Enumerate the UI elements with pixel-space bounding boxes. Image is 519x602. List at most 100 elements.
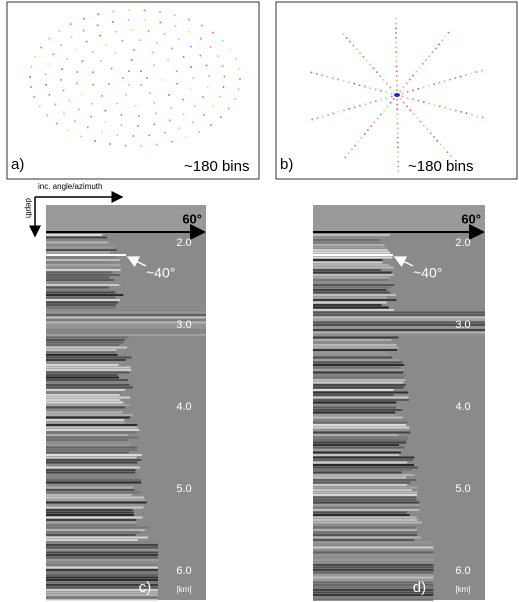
- annotation-arrow: [126, 256, 147, 268]
- bin-dot: [406, 105, 409, 108]
- reflector: [313, 371, 404, 374]
- reflector: [313, 536, 421, 539]
- bin-dot: [395, 60, 398, 63]
- reflector: [46, 499, 146, 501]
- reflector: [46, 466, 140, 469]
- reflector: [313, 354, 392, 356]
- bin-dot: [449, 78, 452, 81]
- reflector: [313, 386, 404, 389]
- bin-dot: [406, 96, 409, 99]
- reflector: [313, 314, 485, 316]
- bin-dot: [395, 55, 398, 58]
- reflector: [313, 461, 407, 464]
- bin-dot: [364, 103, 367, 106]
- reflector: [46, 526, 150, 529]
- bin-dot: [100, 94, 103, 97]
- reflector: [46, 296, 115, 299]
- reflector: [46, 491, 141, 494]
- panel-label: d): [413, 579, 426, 596]
- bin-dot: [97, 13, 100, 16]
- reflector: [313, 559, 434, 561]
- bin-dot: [360, 136, 363, 139]
- bin-dot: [237, 88, 240, 91]
- bin-dot: [140, 83, 142, 86]
- reflector: [46, 459, 142, 461]
- reflector: [313, 496, 416, 499]
- bin-dot: [34, 55, 37, 58]
- bin-dot: [134, 104, 137, 107]
- bin-dot: [138, 39, 141, 42]
- bin-dot: [77, 108, 80, 111]
- reflector: [313, 381, 404, 384]
- depth-label: 3.0: [455, 319, 470, 331]
- reflector: [313, 594, 434, 596]
- bin-dot: [120, 124, 123, 127]
- reflector: [313, 554, 434, 556]
- reflector: [46, 434, 128, 436]
- bin-dot: [444, 106, 447, 109]
- bin-dot: [29, 75, 32, 78]
- bin-dot: [174, 25, 177, 28]
- reflector: [313, 296, 387, 299]
- reflector: [46, 309, 116, 311]
- bin-dot: [327, 113, 330, 116]
- reflector: [46, 539, 138, 541]
- bin-dot: [44, 73, 47, 76]
- bin-dot: [434, 47, 437, 50]
- reflector: [313, 494, 417, 496]
- bin-dot: [396, 146, 399, 149]
- reflector: [313, 289, 387, 291]
- reflector: [46, 464, 136, 466]
- bin-dot: [116, 133, 119, 136]
- bin-dot: [376, 117, 379, 120]
- bin-dot: [82, 29, 85, 32]
- reflector: [46, 336, 129, 339]
- reflector: [46, 564, 158, 566]
- reflector: [313, 236, 386, 239]
- bin-dot: [173, 14, 176, 17]
- reflector: [46, 379, 128, 381]
- reflector: [46, 366, 131, 369]
- reflector: [313, 281, 394, 284]
- bin-dot: [465, 112, 468, 115]
- bin-dot: [99, 34, 102, 37]
- annotation: ~40°: [413, 265, 442, 281]
- bin-dot: [342, 33, 345, 36]
- reflector: [313, 251, 391, 254]
- reflector: [313, 471, 402, 474]
- bin-dot: [153, 123, 156, 126]
- bin-dot: [33, 96, 36, 99]
- reflector: [46, 251, 111, 254]
- bin-dot: [386, 105, 389, 108]
- reflector: [46, 541, 158, 544]
- bin-dot: [148, 92, 151, 95]
- bin-dot: [355, 48, 358, 51]
- bin-dot: [190, 45, 193, 48]
- bin-dot: [396, 127, 399, 130]
- bin-dot: [68, 99, 71, 102]
- reflector: [46, 344, 120, 346]
- bin-dot: [108, 83, 111, 86]
- reflector: [313, 404, 402, 406]
- panel-label: a): [11, 156, 24, 173]
- bin-dot: [395, 51, 398, 54]
- reflector: [46, 339, 125, 341]
- bin-dot: [379, 89, 382, 92]
- bin-dot: [190, 66, 193, 69]
- bin-dot: [175, 70, 178, 73]
- bin-dot: [185, 136, 188, 139]
- bin-dot: [187, 30, 190, 33]
- reflector: [46, 504, 144, 506]
- bin-dot: [161, 78, 164, 81]
- reflector: [46, 456, 137, 459]
- reflector: [46, 414, 133, 416]
- reflector: [46, 369, 132, 371]
- bin-dot: [402, 86, 405, 89]
- reflector: [46, 276, 110, 279]
- reflector: [313, 509, 420, 511]
- reflector: [313, 376, 405, 379]
- reflector: [313, 294, 396, 296]
- reflector: [313, 366, 401, 369]
- bin-dot: [311, 118, 314, 121]
- reflector: [46, 474, 139, 476]
